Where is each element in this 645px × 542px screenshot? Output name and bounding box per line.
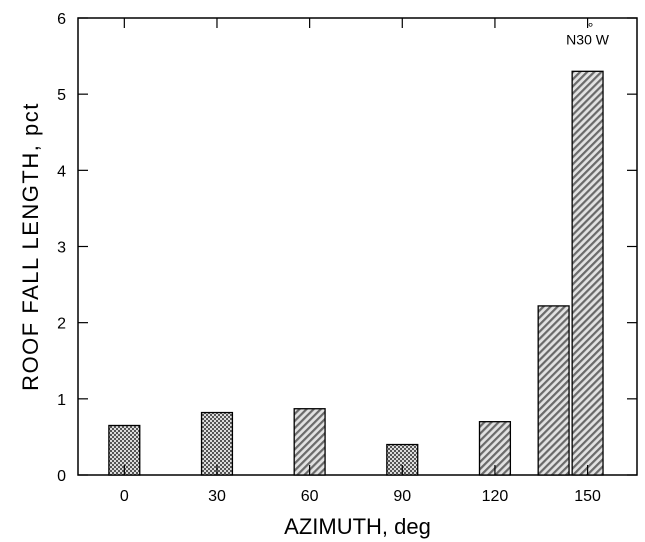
x-tick-label: 120 bbox=[482, 488, 509, 505]
x-tick-label: 150 bbox=[574, 488, 601, 505]
x-axis-title: AZIMUTH, deg bbox=[284, 514, 431, 539]
annotation-label: N30 W bbox=[566, 32, 610, 48]
annotation-degree-mark: ° bbox=[588, 20, 594, 36]
bar bbox=[537, 305, 570, 476]
y-axis-title: ROOF FALL LENGTH, pct bbox=[18, 102, 43, 391]
bar bbox=[571, 70, 604, 476]
bar bbox=[293, 408, 326, 476]
y-tick-label: 3 bbox=[57, 240, 66, 257]
y-tick-label: 4 bbox=[57, 163, 66, 180]
y-tick-label: 5 bbox=[57, 87, 66, 104]
x-tick-label: 90 bbox=[393, 488, 411, 505]
y-tick-label: 2 bbox=[57, 316, 66, 333]
x-tick-label: 0 bbox=[120, 488, 129, 505]
x-tick-label: 30 bbox=[208, 488, 226, 505]
bars bbox=[108, 70, 604, 476]
y-tick-label: 1 bbox=[57, 392, 66, 409]
y-tick-label: 0 bbox=[57, 468, 66, 485]
y-tick-label: 6 bbox=[57, 11, 66, 28]
x-tick-label: 60 bbox=[301, 488, 319, 505]
